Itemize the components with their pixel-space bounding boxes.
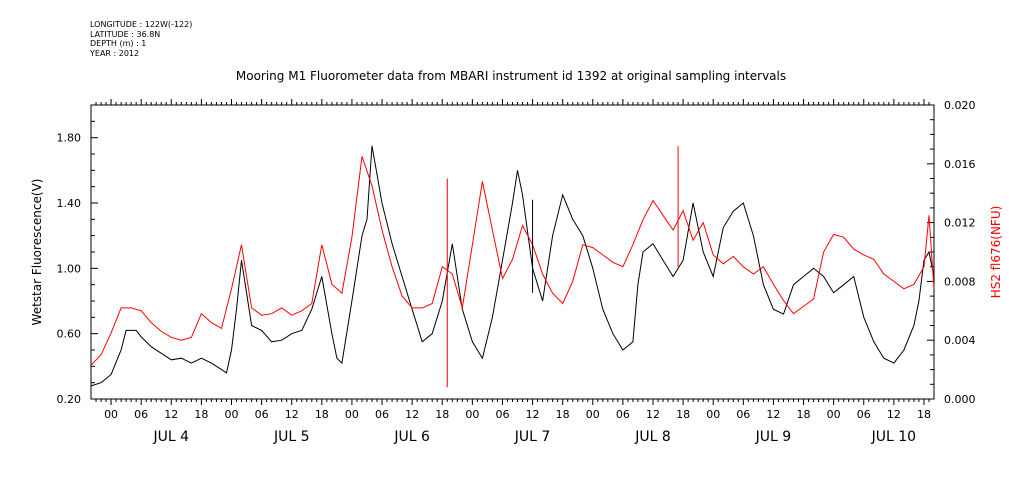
y2-tick-label: 0.012 [944,217,976,230]
x-hour-tick-label: 18 [917,408,931,421]
x-hour-tick-label: 00 [345,408,359,421]
x-day-label: JUL 9 [755,429,792,445]
y-tick-label: 0.60 [57,328,82,341]
x-hour-tick-label: 18 [435,408,449,421]
x-day-label: JUL 10 [871,429,916,445]
y2-tick-label: 0.004 [944,334,976,347]
y2-tick-label: 0.020 [944,99,976,112]
latitude-text: LATITUDE : 36.8N [90,29,161,39]
longitude-text: LONGITUDE : 122W(-122) [90,20,193,29]
axes-layer: 00 06 12 18 00 06 12 18 00 06 12 18 00 06 12 18 00 06 12 18… [57,99,976,445]
x-hour-tick-label: 00 [827,408,841,421]
x-hour-tick-label: 12 [887,408,901,421]
x-hour-tick-label: 06 [616,408,630,421]
x-day-label: JUL 7 [514,429,551,445]
x-day-label: JUL 6 [393,429,430,445]
series-layer [90,145,935,388]
x-hour-tick-label: 18 [194,408,208,421]
x-hour-tick-label: 00 [104,408,118,421]
x-hour-tick-label: 12 [164,408,178,421]
y2-tick-label: 0.016 [944,158,976,171]
year-text: YEAR : 2012 [90,48,140,58]
x-hour-tick-label: 12 [405,408,419,421]
y-tick-label: 0.20 [57,393,82,406]
y-tick-label: 1.00 [57,262,82,275]
y2-axis-label: HS2 fl676(NFU) [989,206,1003,299]
y-axis-label: Wetstar Fluorescence(V) [30,179,44,326]
x-hour-tick-label: 00 [465,408,479,421]
series-wetstar-line [90,145,935,387]
x-hour-tick-label: 12 [285,408,299,421]
x-hour-tick-label: 18 [556,408,570,421]
x-hour-tick-label: 06 [134,408,148,421]
y-tick-label: 1.80 [57,132,82,145]
x-hour-tick-label: 18 [315,408,329,421]
x-day-label: JUL 5 [273,429,310,445]
x-hour-tick-label: 12 [766,408,780,421]
chart-title: Mooring M1 Fluorometer data from MBARI i… [236,69,786,83]
y2-tick-label: 0.000 [944,393,976,406]
x-hour-tick-label: 06 [255,408,269,421]
x-hour-tick-label: 12 [646,408,660,421]
series-hs2-line [90,156,935,366]
x-hour-tick-label: 06 [495,408,509,421]
x-hour-tick-label: 00 [706,408,720,421]
metadata-block: LONGITUDE : 122W(-122) LATITUDE : 36.8N … [90,20,192,58]
x-hour-tick-label: 06 [857,408,871,421]
x-day-label: JUL 4 [153,429,190,445]
plot-frame [90,104,935,400]
x-hour-tick-label: 00 [586,408,600,421]
x-hour-tick-label: 00 [225,408,239,421]
x-hour-tick-label: 06 [736,408,750,421]
y-tick-label: 1.40 [57,197,82,210]
depth-text: DEPTH (m) : 1 [90,39,147,48]
x-hour-tick-label: 12 [526,408,540,421]
x-hour-tick-label: 18 [676,408,690,421]
y2-tick-label: 0.008 [944,275,976,288]
x-hour-tick-label: 06 [375,408,389,421]
x-day-label: JUL 8 [634,429,671,445]
x-hour-tick-label: 18 [797,408,811,421]
